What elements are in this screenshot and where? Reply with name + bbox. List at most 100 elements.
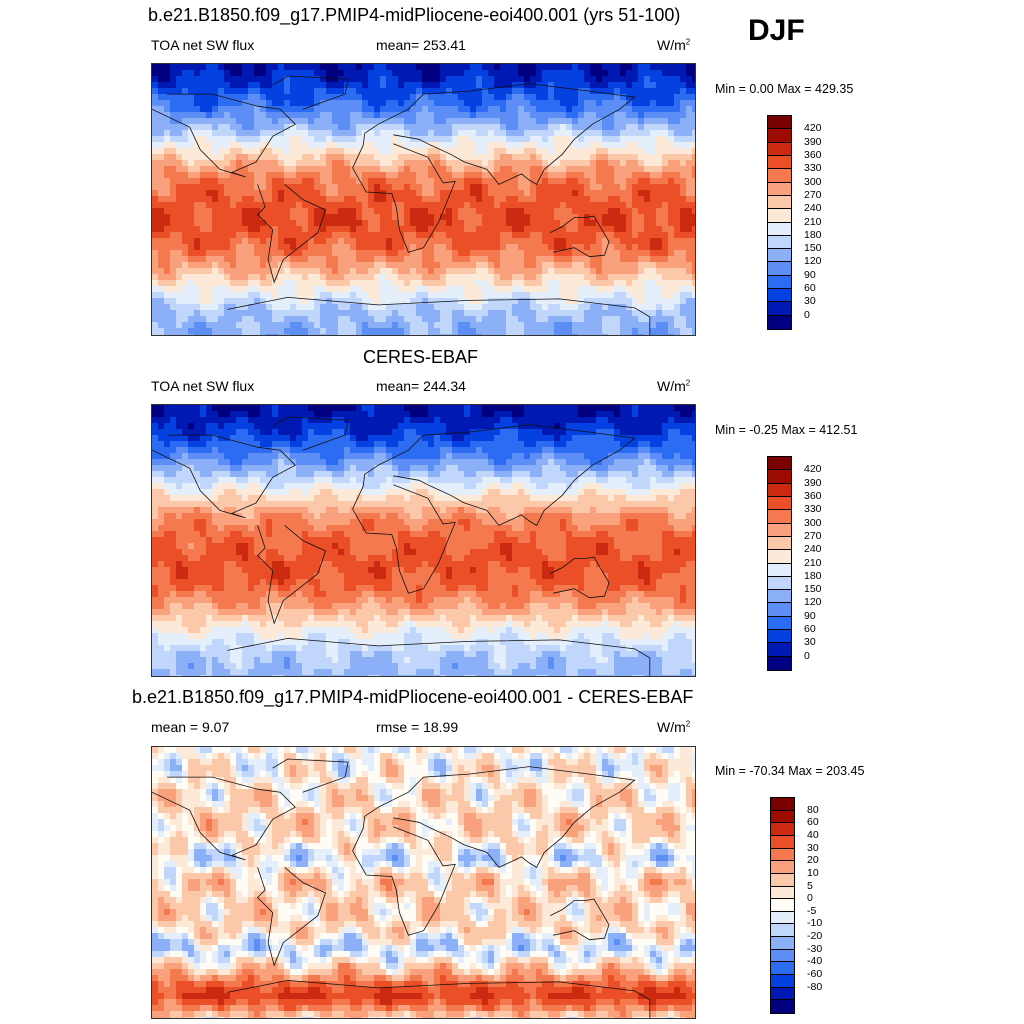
colorbar-swatch [768,209,791,223]
map-cell [242,316,249,323]
map-cell [350,70,357,77]
map-cell [446,196,453,203]
map-cell [170,238,177,245]
map-cell [662,94,669,101]
map-cell [650,268,657,275]
map-cell [248,453,255,460]
map-cell [440,196,447,203]
map-cell [542,405,549,412]
map-cell [608,334,615,335]
map-cell [596,100,603,107]
map-cell [428,405,435,412]
map-cell [590,142,597,149]
map-cell [434,250,441,257]
map-cell [662,82,669,89]
map-cell [224,417,231,424]
map-cell [236,100,243,107]
map-cell [440,100,447,107]
map-cell [362,262,369,269]
map-cell [638,316,645,323]
map-cell [362,292,369,299]
map-cell [368,208,375,215]
map-cell [524,214,531,221]
map-cell [488,310,495,317]
map-cell [542,250,549,257]
map-cell [308,112,315,119]
map-cell [206,268,213,275]
map-cell [476,447,483,454]
map-cell [476,238,483,245]
map-cell [326,70,333,77]
map-cell [398,118,405,125]
map-cell [338,190,345,197]
map-cell [548,226,555,233]
map-cell [296,322,303,329]
map-cell [536,70,543,77]
map-cell [476,220,483,227]
map-cell [554,417,561,424]
map-cell [500,94,507,101]
map-cell [410,262,417,269]
map-cell [638,220,645,227]
map-cell [374,190,381,197]
map-cell [518,316,525,323]
map-cell [566,316,573,323]
map-cell [230,244,237,251]
map-cell [152,238,159,245]
map-cell [608,316,615,323]
map-cell [644,220,651,227]
map-cell [638,310,645,317]
map-cell [662,238,669,245]
map-cell [284,160,291,167]
map-cell [296,286,303,293]
map-cell [620,447,627,454]
map-cell [314,94,321,101]
map-cell [518,268,525,275]
map-cell [392,172,399,179]
map-cell [164,423,171,430]
map-cell [362,280,369,287]
map-cell [452,112,459,119]
map-cell [272,256,279,263]
map-cell [362,268,369,275]
map-cell [188,268,195,275]
map-cell [176,214,183,221]
map-cell [476,274,483,281]
map-cell [272,106,279,113]
map-cell [200,76,207,83]
colorbar-tick-label: 330 [804,162,822,175]
map-cell [566,298,573,305]
map-cell [500,118,507,125]
map-cell [644,268,651,275]
map-cell [320,238,327,245]
map-cell [638,154,645,161]
map-cell [152,136,159,143]
map-cell [482,262,489,269]
map-cell [188,208,195,215]
map-cell [194,220,201,227]
map-cell [602,76,609,83]
map-cell [554,184,561,191]
map-cell [476,298,483,305]
map-cell [176,441,183,448]
map-cell [548,286,555,293]
map-cell [536,226,543,233]
map-cell [368,423,375,430]
map-cell [416,405,423,412]
map-cell [320,136,327,143]
map-cell [212,292,219,299]
map-cell [560,130,567,137]
map-cell [452,262,459,269]
map-cell [680,435,687,442]
map-cell [494,322,501,329]
map-cell [176,88,183,95]
map-cell [218,82,225,89]
map-cell [662,244,669,251]
map-cell [632,112,639,119]
map-cell [548,268,555,275]
map-cell [608,232,615,239]
map-cell [416,130,423,137]
map-cell [374,184,381,191]
map-cell [326,453,333,460]
map-cell [296,100,303,107]
